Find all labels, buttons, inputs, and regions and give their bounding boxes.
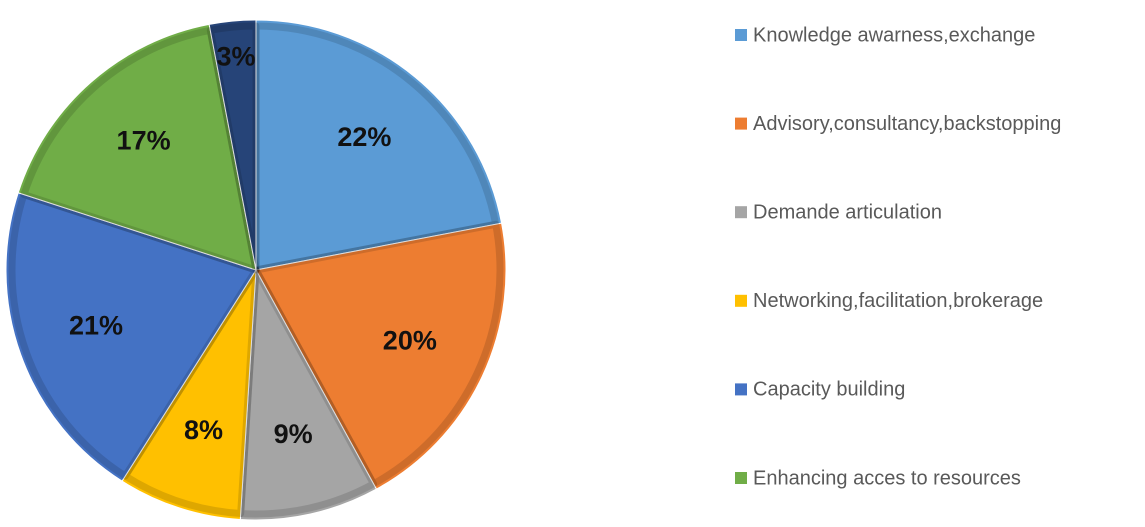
value-label: 17% bbox=[117, 126, 171, 156]
legend-label: Advisory,consultancy,backstopping bbox=[753, 113, 1061, 135]
slice-border bbox=[121, 266, 260, 518]
pie-slice bbox=[5, 192, 257, 482]
slice-border bbox=[252, 22, 500, 274]
value-label: 3% bbox=[216, 42, 255, 72]
pie-slice bbox=[208, 19, 257, 271]
value-label: 20% bbox=[383, 326, 437, 356]
legend-label: Knowledge awarness,exchange bbox=[753, 24, 1035, 46]
legend-swatch bbox=[735, 29, 747, 41]
pie-slice bbox=[121, 269, 257, 521]
pie-slice bbox=[255, 19, 503, 271]
pie-slice bbox=[239, 268, 378, 521]
value-label: 22% bbox=[337, 122, 391, 152]
slice-border bbox=[206, 22, 260, 274]
slice-border bbox=[8, 191, 260, 480]
legend-swatch bbox=[735, 206, 747, 219]
legend-swatch bbox=[735, 472, 747, 484]
pie-slice bbox=[17, 23, 257, 271]
legend-label: Networking,facilitation,brokerage bbox=[753, 290, 1043, 312]
value-label: 8% bbox=[184, 415, 223, 445]
legend-label: Enhancing acces to resources bbox=[753, 467, 1021, 489]
value-label: 21% bbox=[69, 311, 123, 341]
legend-label: Demande articulation bbox=[753, 201, 942, 223]
slice-border bbox=[252, 220, 504, 488]
legend-label: Capacity building bbox=[753, 379, 905, 401]
legend-swatch bbox=[735, 117, 747, 130]
slice-border bbox=[237, 266, 378, 518]
legend-swatch bbox=[735, 383, 747, 396]
legend-swatch bbox=[735, 294, 747, 307]
pie-slice bbox=[255, 222, 507, 490]
value-label: 9% bbox=[274, 419, 313, 449]
slice-border bbox=[20, 26, 260, 274]
